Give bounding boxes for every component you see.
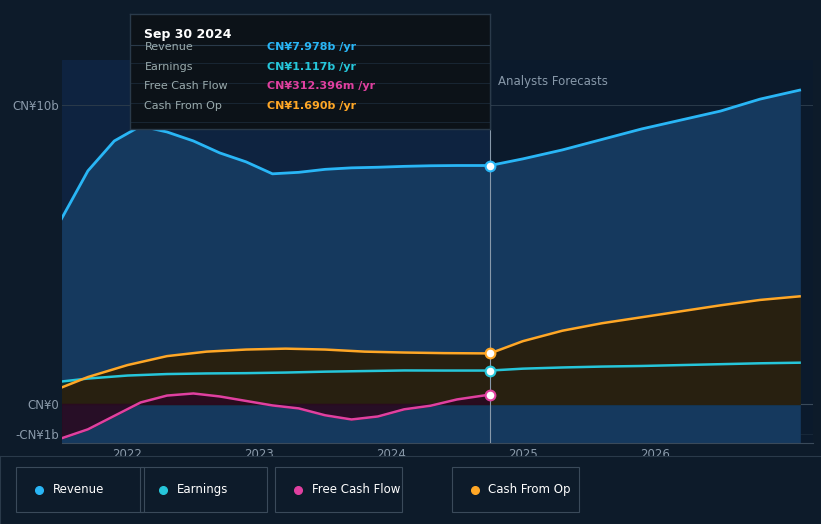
Bar <box>490 60 813 443</box>
Text: Cash From Op: Cash From Op <box>488 484 571 496</box>
Text: Earnings: Earnings <box>177 484 228 496</box>
Text: CN¥7.978b /yr: CN¥7.978b /yr <box>267 42 356 52</box>
Text: CN¥312.396m /yr: CN¥312.396m /yr <box>267 81 375 91</box>
Bar <box>62 60 490 443</box>
Text: Analysts Forecasts: Analysts Forecasts <box>498 75 608 88</box>
Text: Earnings: Earnings <box>144 61 193 71</box>
Text: Cash From Op: Cash From Op <box>144 101 222 111</box>
Text: Free Cash Flow: Free Cash Flow <box>144 81 228 91</box>
Text: Revenue: Revenue <box>53 484 105 496</box>
Text: Revenue: Revenue <box>144 42 193 52</box>
Text: CN¥1.117b /yr: CN¥1.117b /yr <box>267 61 355 71</box>
Text: Sep 30 2024: Sep 30 2024 <box>144 28 232 41</box>
Text: CN¥1.690b /yr: CN¥1.690b /yr <box>267 101 356 111</box>
Text: Free Cash Flow: Free Cash Flow <box>312 484 401 496</box>
Text: Past: Past <box>457 75 482 88</box>
